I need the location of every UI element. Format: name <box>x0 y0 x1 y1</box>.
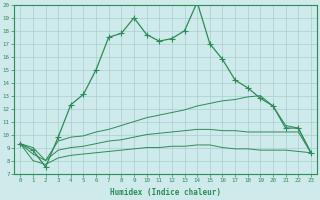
X-axis label: Humidex (Indice chaleur): Humidex (Indice chaleur) <box>110 188 221 197</box>
